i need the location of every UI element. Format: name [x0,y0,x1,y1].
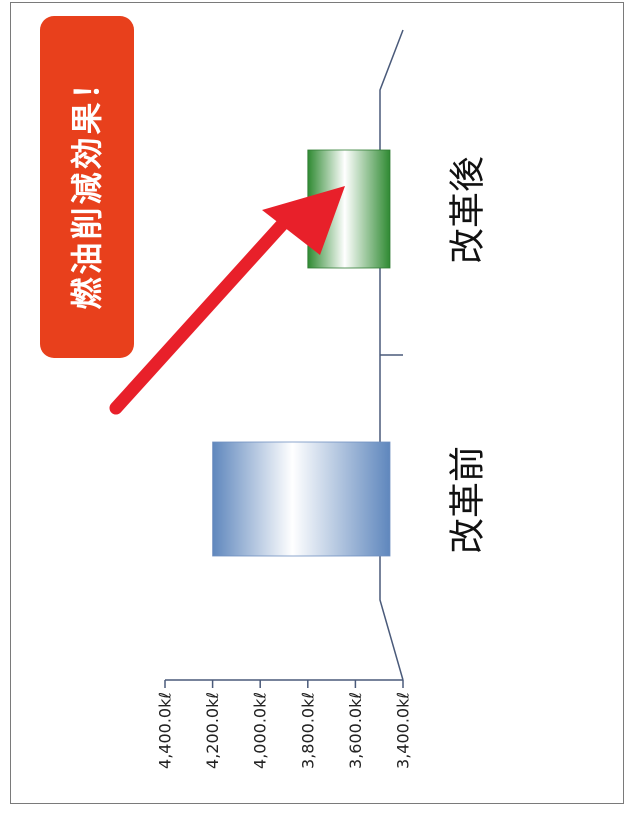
value-tick-label: 3,400.0kℓ [394,692,413,769]
value-axis-ticks: 3,400.0kℓ 3,600.0kℓ 3,800.0kℓ 4,000.0kℓ 4,20… [156,680,413,769]
category-label-after: 改革後 [448,156,489,264]
annotation-box [40,16,134,358]
value-tick-label: 4,000.0kℓ [251,692,270,769]
annotation-text: 燃油削減効果！ [68,64,106,309]
bar-before [212,441,391,557]
chart-frame [10,2,624,804]
value-tick-label: 3,600.0kℓ [346,692,365,769]
value-tick-label: 4,400.0kℓ [156,692,175,769]
reduction-arrow [109,186,345,415]
value-tick-label: 3,800.0kℓ [298,692,317,769]
category-label-before: 改革前 [448,446,489,554]
value-tick-label: 4,200.0kℓ [203,692,222,769]
plot-floor [379,29,404,681]
